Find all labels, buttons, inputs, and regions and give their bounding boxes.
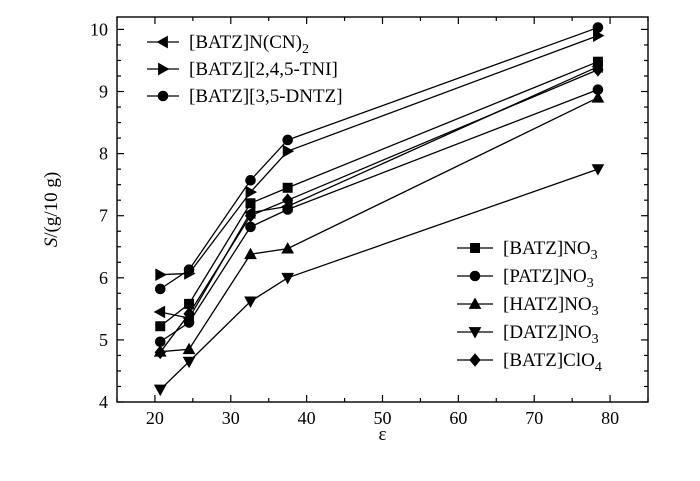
data-point: [245, 175, 256, 186]
data-point: [183, 307, 195, 321]
legend-marker: [468, 297, 482, 309]
series-5: [153, 91, 605, 357]
y-tick-label: 10: [90, 19, 108, 39]
y-tick-label: 5: [99, 330, 108, 350]
y-tick-label: 8: [99, 144, 108, 164]
series-7: [154, 63, 604, 360]
legend-label: [BATZ]N(CN)2: [189, 32, 309, 57]
data-point: [592, 22, 604, 33]
data-point: [245, 221, 256, 233]
legend-label-text: [HATZ]NO: [503, 294, 592, 315]
data-point: [282, 134, 293, 146]
data-point: [182, 342, 196, 355]
legend-marker: [470, 243, 480, 253]
data-point: [155, 321, 166, 332]
legend-marker: [158, 62, 170, 76]
legend-marker: [469, 353, 481, 367]
legend-label-subscript: 2: [302, 42, 309, 57]
data-point: [182, 356, 196, 369]
data-point: [183, 264, 195, 276]
legend-item: [PATZ]NO3: [457, 266, 594, 291]
legend-label-text: [BATZ]N(CN): [189, 32, 302, 53]
legend-label-subscript: 3: [591, 248, 598, 263]
legend-marker: [469, 270, 481, 282]
data-point: [184, 298, 195, 309]
legend-label-subscript: 3: [592, 332, 599, 347]
data-point: [154, 345, 166, 360]
y-axis-label-unit: /(g/10 g): [41, 172, 62, 238]
x-tick-label: 60: [449, 408, 467, 428]
series-6: [153, 164, 605, 397]
legend-label-subscript: 4: [595, 360, 602, 375]
legend-marker: [157, 90, 169, 102]
legend-label-subscript: 3: [587, 276, 594, 291]
legend-label: [BATZ][2,4,5-TNI]: [189, 59, 338, 80]
data-point: [591, 91, 605, 103]
legend-label-text: [BATZ][2,4,5-TNI]: [189, 59, 338, 80]
x-tick-label: 40: [298, 408, 316, 428]
legend-label: [BATZ]NO3: [503, 238, 598, 263]
y-tick-label: 4: [99, 392, 108, 412]
legend-label: [PATZ]NO3: [503, 266, 594, 291]
data-point: [592, 63, 604, 77]
legend-marker: [156, 35, 168, 49]
data-point: [244, 208, 257, 223]
series-2: [154, 22, 604, 295]
data-point: [282, 193, 294, 207]
data-point: [281, 272, 295, 285]
data-point: [154, 283, 166, 295]
legend-item: [BATZ][2,4,5-TNI]: [147, 59, 338, 80]
legend-label-text: [BATZ]ClO: [503, 350, 595, 371]
x-tick-label: 70: [525, 408, 543, 428]
x-axis-label: ε: [379, 424, 387, 445]
data-point: [593, 29, 605, 42]
x-tick-label: 20: [146, 408, 164, 428]
data-point: [591, 164, 605, 176]
x-tick-label: 80: [601, 408, 619, 428]
data-point: [244, 247, 257, 260]
data-point: [245, 185, 258, 199]
legend-label: [DATZ]NO3: [503, 322, 599, 347]
data-point: [281, 242, 295, 254]
x-tick-label: 50: [374, 408, 392, 428]
legend-item: [HATZ]NO3: [457, 294, 599, 319]
y-tick-label: 6: [99, 268, 108, 288]
data-point: [282, 144, 295, 158]
legend-label: [BATZ]ClO4: [503, 350, 602, 375]
legend-item: [BATZ]ClO4: [457, 350, 602, 375]
legend-label-text: [DATZ]NO: [503, 322, 592, 343]
legend-item: [BATZ]NO3: [457, 238, 598, 263]
data-point: [153, 305, 166, 319]
y-tick-label: 7: [99, 206, 108, 226]
legend-item: [BATZ][3,5-DNTZ]: [147, 86, 343, 107]
data-point: [244, 296, 257, 308]
legend-label-text: [PATZ]NO: [503, 266, 587, 287]
legend-label-text: [BATZ][3,5-DNTZ]: [189, 86, 343, 107]
series-4: [154, 84, 604, 348]
legend-label: [HATZ]NO3: [503, 294, 599, 319]
y-axis-label-symbol: S: [41, 237, 62, 247]
data-point: [245, 198, 256, 209]
data-point: [282, 182, 293, 193]
legend-item: [BATZ]N(CN)2: [147, 32, 309, 57]
data-point: [153, 384, 167, 397]
legend-bottom-right: [BATZ]NO3[PATZ]NO3[HATZ]NO3[DATZ]NO3[BAT…: [457, 238, 602, 375]
y-tick-label: 9: [99, 82, 108, 102]
legend-item: [DATZ]NO3: [457, 322, 599, 347]
data-point: [154, 336, 166, 348]
series-3: [155, 56, 603, 332]
data-point: [155, 268, 167, 282]
legend-marker: [468, 327, 482, 339]
legend-label-subscript: 3: [592, 304, 599, 319]
legend-label-text: [BATZ]NO: [503, 238, 591, 259]
legend-top-left: [BATZ]N(CN)2[BATZ][2,4,5-TNI][BATZ][3,5-…: [147, 32, 343, 107]
y-axis-label: S/(g/10 g): [41, 172, 62, 247]
legend-label: [BATZ][3,5-DNTZ]: [189, 86, 343, 107]
x-tick-label: 30: [222, 408, 240, 428]
